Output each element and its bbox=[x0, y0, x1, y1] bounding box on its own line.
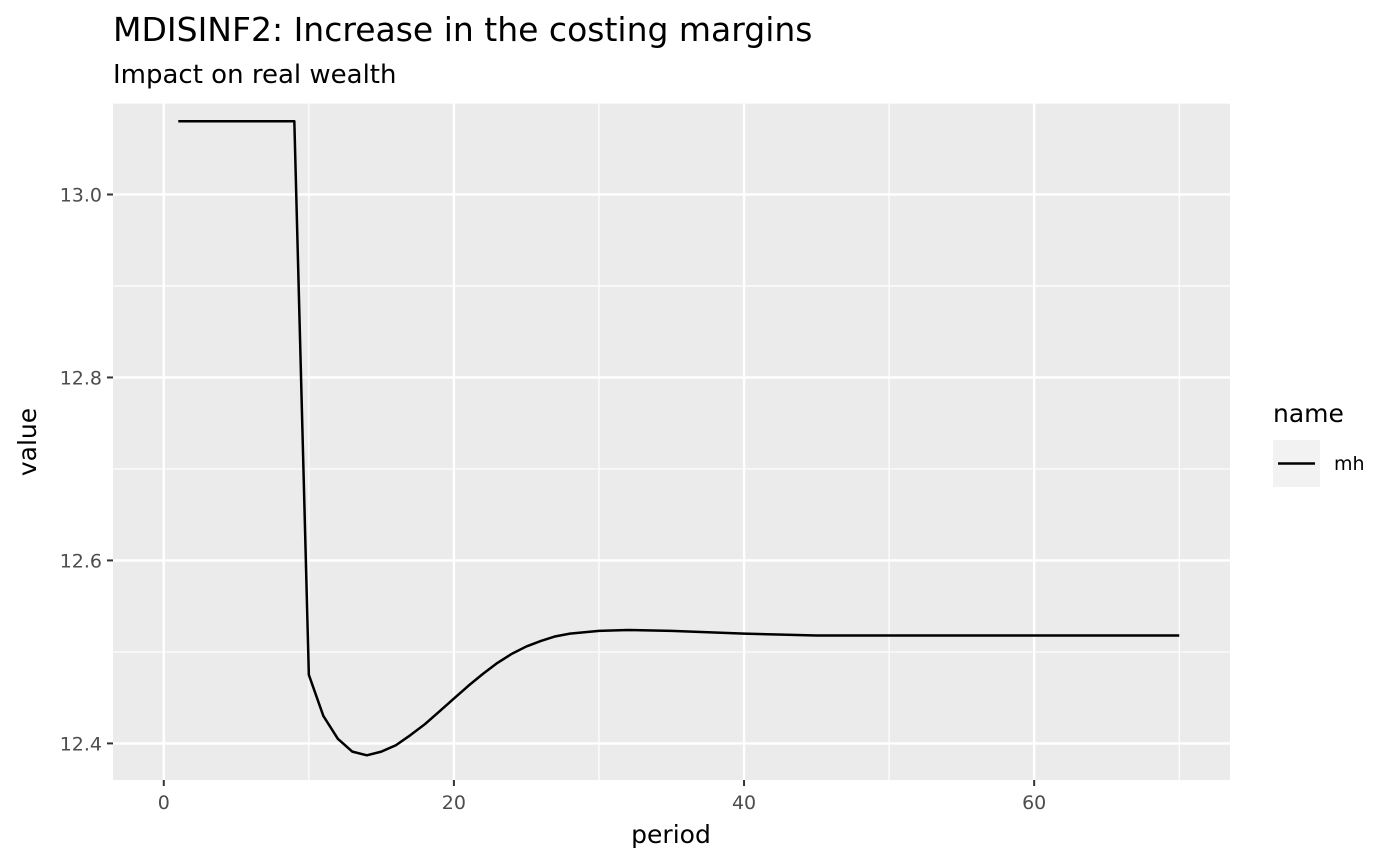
series-line-mh bbox=[178, 120, 1180, 757]
x-tick-label: 0 bbox=[158, 792, 170, 814]
series-layer bbox=[178, 120, 1180, 757]
legend-title: name bbox=[1273, 399, 1344, 428]
x-axis: 0 20 40 60 bbox=[158, 780, 1046, 814]
y-tick-label: 12.6 bbox=[60, 550, 102, 572]
legend: name mh bbox=[1273, 399, 1365, 487]
x-tick-label: 20 bbox=[442, 792, 466, 814]
plot-panel bbox=[113, 103, 1230, 780]
x-tick-label: 40 bbox=[732, 792, 756, 814]
chart-subtitle: Impact on real wealth bbox=[113, 60, 396, 90]
major-gridlines bbox=[113, 103, 1230, 780]
y-axis-title: value bbox=[13, 408, 42, 476]
y-axis: 12.4 12.6 12.8 13.0 bbox=[60, 184, 113, 755]
x-axis-title: period bbox=[631, 820, 711, 849]
y-tick-label: 12.4 bbox=[60, 733, 102, 755]
chart-title: MDISINF2: Increase in the costing margin… bbox=[113, 10, 813, 49]
x-tick-label: 60 bbox=[1022, 792, 1046, 814]
y-tick-label: 13.0 bbox=[60, 184, 102, 206]
legend-label-mh: mh bbox=[1334, 453, 1365, 475]
y-tick-label: 12.8 bbox=[60, 367, 102, 389]
